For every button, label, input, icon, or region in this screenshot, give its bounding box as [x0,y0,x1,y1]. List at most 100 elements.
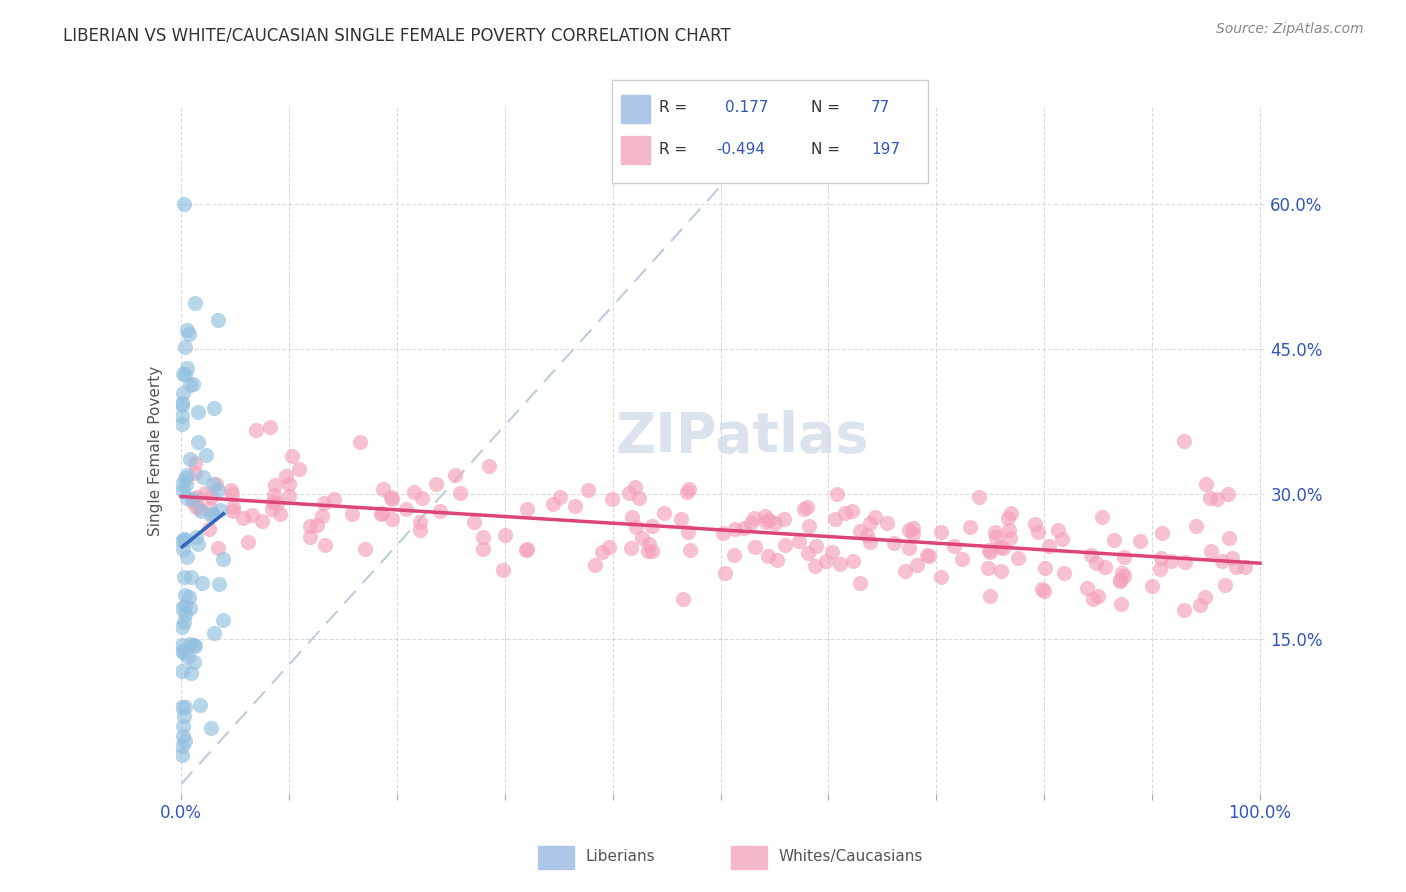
Point [675,485,697,500]
Point [929,570,952,584]
Point [620,541,643,555]
Point [409,524,432,538]
Point [841,554,863,568]
Point [342,507,364,521]
Point [1173,603,1195,617]
Point [1102,533,1125,547]
Point [901,521,924,535]
Point [1031,582,1053,596]
Point [773,512,796,526]
Point [200,721,222,735]
Point [188,501,211,516]
Point [471,541,494,556]
Point [804,539,827,553]
Point [600,491,623,506]
Point [515,542,537,557]
Point [1007,551,1029,566]
Point [1174,555,1197,569]
Point [638,537,661,551]
Point [979,542,1001,557]
FancyBboxPatch shape [621,95,650,123]
Point [804,559,827,574]
Point [1160,553,1182,567]
Point [176,322,198,336]
Point [901,527,924,541]
Point [172,638,194,652]
Point [477,459,499,474]
Point [231,511,253,525]
Point [1150,551,1173,566]
Point [742,511,765,525]
Point [472,530,495,544]
Point [897,541,920,555]
Point [177,649,200,664]
Point [181,495,204,509]
Point [905,558,928,572]
Point [200,508,222,523]
Point [183,655,205,669]
Point [278,476,301,491]
Text: Source: ZipAtlas.com: Source: ZipAtlas.com [1216,22,1364,37]
Point [990,564,1012,578]
Point [238,534,260,549]
Text: ZIPatlas: ZIPatlas [616,409,869,464]
Point [174,734,197,748]
Point [172,398,194,412]
Point [841,504,863,518]
Point [207,541,229,555]
Point [277,489,299,503]
Point [1185,518,1208,533]
Point [173,533,195,547]
Point [266,496,288,510]
Text: Whites/Caucasians: Whites/Caucasians [779,849,922,863]
Point [402,485,425,500]
Point [173,569,195,583]
Point [181,377,204,392]
Point [856,528,879,542]
Point [463,516,485,530]
Point [631,532,654,546]
Point [179,378,201,392]
Point [194,485,217,500]
Point [724,522,747,536]
Point [245,423,267,437]
Point [894,564,917,578]
Point [744,540,766,554]
Point [411,491,433,506]
Point [1033,583,1056,598]
Point [576,483,599,497]
Point [1083,591,1105,606]
Point [276,469,298,483]
Text: LIBERIAN VS WHITE/CAUCASIAN SINGLE FEMALE POVERTY CORRELATION CHART: LIBERIAN VS WHITE/CAUCASIAN SINGLE FEMAL… [63,27,731,45]
Point [211,613,233,627]
Point [298,530,321,544]
Point [281,450,304,464]
Point [202,401,225,416]
Point [1108,574,1130,588]
Point [288,461,311,475]
Point [198,500,221,515]
Point [240,508,263,523]
Point [1173,434,1195,448]
Point [264,478,287,492]
Point [678,483,700,497]
Point [177,327,200,342]
Point [1234,560,1257,574]
Point [583,558,606,572]
Point [172,601,194,615]
Point [370,507,392,521]
Point [172,476,194,491]
Point [314,538,336,552]
Point [195,448,218,462]
Point [754,509,776,524]
Point [449,486,471,500]
Point [173,615,195,630]
Point [202,476,225,491]
Point [983,524,1005,539]
Point [208,576,231,591]
Text: N =: N = [811,101,839,115]
Point [763,516,786,530]
Point [679,543,702,558]
Point [1225,559,1247,574]
Point [830,557,852,571]
